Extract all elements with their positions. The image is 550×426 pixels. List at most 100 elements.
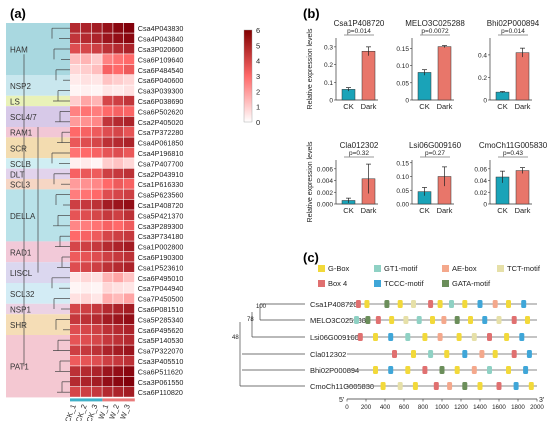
motif-mark	[397, 382, 403, 390]
heatmap-cell	[70, 376, 81, 387]
y-tick-label: 0.00	[396, 202, 409, 209]
heatmap-cell	[70, 43, 81, 54]
motif-mark	[526, 350, 532, 358]
motif-mark	[392, 350, 397, 358]
motif-mark	[487, 333, 492, 341]
heatmap-cell	[70, 303, 81, 314]
motif-mark	[380, 382, 386, 390]
heatmap-cell	[91, 345, 102, 356]
heatmap-cell	[80, 262, 91, 272]
heatmap-cell	[80, 54, 91, 64]
gene-label: Csa7P372280	[138, 128, 184, 137]
heatmap-cell	[113, 189, 124, 200]
subfamily-label: RAM1	[10, 129, 33, 138]
promoter-gene-label: CmoCh11G005830	[310, 382, 374, 391]
heatmap-cell	[113, 283, 124, 293]
bootstrap-label: 48	[232, 335, 239, 341]
motif-mark	[405, 333, 411, 341]
heatmap-cell	[91, 314, 102, 324]
gene-label: Csa1P002800	[138, 243, 184, 252]
heatmap-cell	[80, 324, 91, 335]
heatmap-cell	[70, 251, 81, 262]
y-axis-label: Relative expression levels	[307, 28, 314, 109]
heatmap-cell	[70, 220, 81, 231]
heatmap-cell	[70, 283, 81, 293]
heatmap-cell	[113, 64, 124, 75]
category-label: CK	[419, 206, 429, 215]
heatmap-cell	[80, 210, 91, 220]
motif-mark	[511, 350, 517, 358]
motif-mark	[496, 382, 502, 390]
motif-mark	[449, 300, 454, 308]
heatmap-cell	[91, 251, 102, 262]
y-tick-label: 0.1	[324, 80, 333, 87]
y-tick-label: 0	[483, 202, 487, 209]
gene-label: Csa1P408720	[138, 201, 184, 210]
heatmap-cell	[102, 189, 113, 200]
heatmap-cell	[91, 355, 102, 366]
subfamily-label: SCL4/7	[10, 113, 37, 122]
heatmap-cell	[124, 85, 135, 96]
heatmap-cell	[113, 137, 124, 148]
heatmap-cell	[102, 179, 113, 189]
heatmap-cell	[124, 345, 135, 356]
heatmap-cell	[70, 179, 81, 189]
category-label: Dark	[437, 206, 453, 215]
y-tick-label: 0	[405, 98, 409, 105]
heatmap-cell	[102, 241, 113, 252]
gene-label: Csa6P484540	[138, 66, 184, 75]
heatmap-cell	[102, 23, 113, 33]
gene-label: Csa4P043830	[138, 24, 184, 33]
gene-label: Csa4P061850	[138, 139, 184, 148]
heatmap-cell	[102, 387, 113, 397]
heatmap-cell	[124, 189, 135, 200]
heatmap-cell	[91, 23, 102, 33]
phylogenetic-tree	[23, 27, 70, 393]
category-label: CK	[497, 206, 507, 215]
subfamily-label: DELLA	[10, 212, 36, 221]
colorbar-tick: 6	[256, 26, 260, 35]
promoter-panel: G-Box GT1-motif AE-box TCT-motif Box 4 TCCC-m…	[232, 264, 544, 411]
subfamily-label: SHR	[10, 321, 27, 330]
motif-mark	[389, 316, 395, 324]
heatmap-cell	[124, 199, 135, 210]
heatmap-cell	[80, 64, 91, 75]
y-tick-label: 0.15	[396, 46, 409, 53]
heatmap-cell	[124, 387, 135, 397]
bar	[417, 72, 432, 101]
heatmap-cell	[70, 106, 81, 116]
motif-mark	[364, 300, 370, 308]
heatmap-cell	[70, 293, 81, 304]
heatmap-cell	[70, 33, 81, 44]
y-tick-label: 0.15	[396, 160, 409, 167]
heatmap-cell	[113, 23, 124, 33]
heatmap-cell	[102, 272, 113, 283]
heatmap-cell	[70, 147, 81, 158]
w-group-bar	[102, 398, 135, 402]
y-tick-label: 0	[483, 98, 487, 105]
heatmap-cell	[102, 231, 113, 241]
gene-label: Csa4P043840	[138, 35, 184, 44]
category-label: CK	[343, 102, 353, 111]
heatmap-cell	[91, 220, 102, 231]
motif-mark	[354, 316, 359, 324]
heatmap-cell	[124, 137, 135, 148]
legend-label: G-Box	[328, 264, 350, 273]
chart-title: Lsi06G009160	[409, 141, 462, 150]
heatmap-cell	[70, 210, 81, 220]
heatmap-cell	[113, 241, 124, 252]
heatmap-cell	[70, 95, 81, 106]
heatmap-cell	[70, 262, 81, 272]
heatmap-cell	[80, 116, 91, 127]
heatmap-cell	[91, 366, 102, 376]
category-label: CK	[497, 102, 507, 111]
gene-label: Csa6P081510	[138, 305, 184, 314]
heatmap-cell	[124, 75, 135, 85]
heatmap-cell	[91, 335, 102, 345]
subfamily-label: LS	[10, 98, 20, 107]
axis-tick-label: 200	[361, 404, 372, 411]
chart-title: MELO3C025288	[405, 19, 465, 28]
heatmap-cell	[124, 241, 135, 252]
heatmap-cell	[91, 64, 102, 75]
subfamily-label: DLT	[10, 170, 25, 179]
